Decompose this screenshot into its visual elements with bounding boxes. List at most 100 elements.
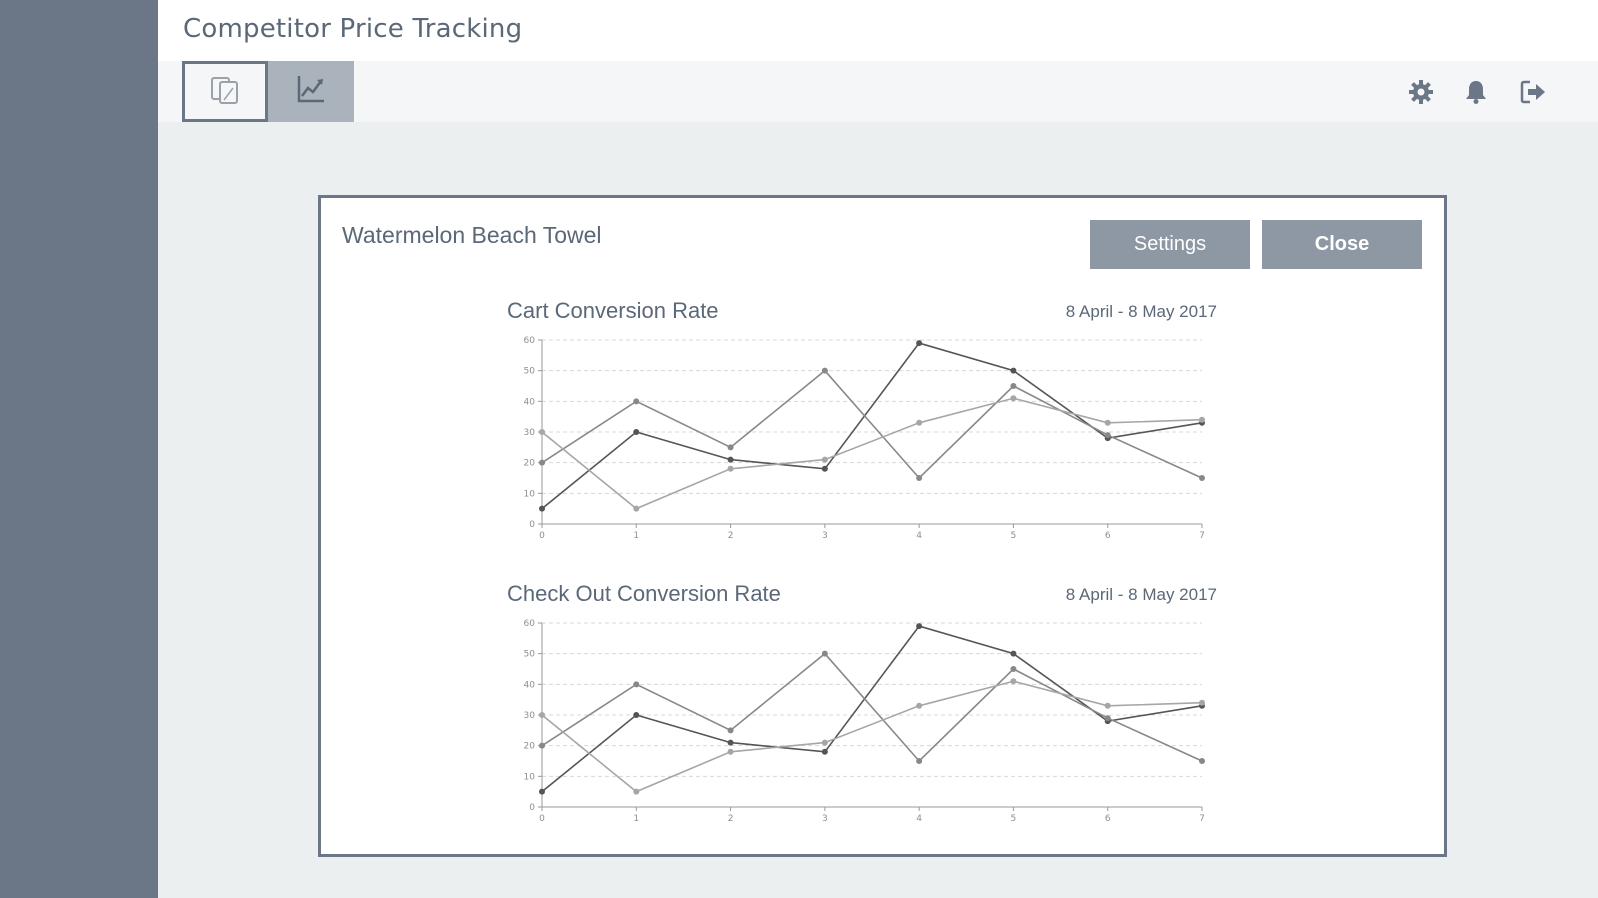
chart-view-button[interactable]	[268, 61, 354, 122]
data-point	[1010, 395, 1017, 402]
series-line-3	[541, 680, 1203, 793]
x-tick-label: 6	[1105, 531, 1111, 541]
y-tick-label: 0	[529, 520, 535, 530]
chart-title: Check Out Conversion Rate	[507, 581, 781, 606]
gear-icon[interactable]	[1406, 77, 1436, 107]
data-point	[1010, 367, 1017, 374]
y-tick-label: 10	[524, 489, 536, 499]
main-area: Competitor Price Tracking	[158, 0, 1598, 898]
data-point	[727, 456, 734, 463]
data-point	[916, 475, 923, 481]
data-point	[539, 742, 545, 749]
x-tick-label: 2	[728, 531, 734, 541]
data-point	[1104, 715, 1111, 722]
data-point	[1010, 383, 1017, 389]
data-point	[539, 429, 545, 435]
data-point	[821, 650, 828, 657]
x-tick-label: 1	[633, 814, 639, 824]
y-tick-label: 30	[524, 428, 536, 438]
product-title: Watermelon Beach Towel	[342, 222, 602, 248]
x-tick-label: 7	[1199, 531, 1205, 541]
data-point	[727, 465, 734, 472]
data-point	[1199, 758, 1205, 764]
series-line-1	[541, 342, 1203, 510]
y-tick-label: 60	[524, 619, 536, 629]
header: Competitor Price Tracking	[158, 0, 1598, 61]
data-point	[1104, 419, 1111, 426]
series-line-2	[541, 369, 1203, 480]
product-detail-modal: Watermelon Beach Towel Settings Close Ca…	[318, 195, 1447, 857]
data-point	[1010, 650, 1017, 657]
y-tick-label: 50	[524, 650, 536, 660]
data-point	[916, 702, 923, 709]
data-point	[916, 340, 923, 347]
data-point	[916, 758, 923, 764]
data-point	[539, 712, 545, 718]
data-point	[1104, 432, 1111, 439]
data-point	[821, 465, 828, 472]
data-point	[821, 739, 828, 746]
data-point	[539, 788, 545, 795]
chart-title: Cart Conversion Rate	[507, 298, 719, 323]
data-point	[821, 748, 828, 755]
data-point	[633, 429, 640, 435]
page-title: Competitor Price Tracking	[183, 14, 523, 44]
x-tick-label: 4	[916, 531, 922, 541]
toolbar	[158, 61, 1598, 122]
copy-icon	[208, 72, 242, 111]
x-tick-label: 7	[1199, 814, 1205, 824]
data-point	[1104, 702, 1111, 709]
data-point	[633, 681, 640, 688]
data-point	[633, 788, 640, 795]
series-line-2	[541, 652, 1203, 763]
x-tick-label: 3	[822, 814, 828, 824]
x-tick-label: 2	[728, 814, 734, 824]
sign-out-icon[interactable]	[1518, 77, 1548, 107]
data-point	[821, 367, 828, 374]
data-point	[1010, 678, 1017, 685]
chart-date-range: 8 April - 8 May 2017	[1065, 302, 1217, 321]
y-tick-label: 10	[524, 772, 536, 782]
data-point	[821, 456, 828, 463]
data-point	[916, 623, 923, 630]
y-tick-label: 40	[524, 397, 536, 407]
data-point	[727, 727, 734, 734]
chart-date-range: 8 April - 8 May 2017	[1065, 585, 1217, 604]
y-tick-label: 0	[529, 803, 535, 813]
x-tick-label: 5	[1011, 814, 1017, 824]
data-point	[633, 398, 640, 405]
bell-icon[interactable]	[1461, 77, 1491, 107]
x-tick-label: 5	[1011, 531, 1017, 541]
data-point	[1199, 475, 1205, 481]
cart-conversion-chart: Cart Conversion Rate 8 April - 8 May 201…	[507, 298, 1217, 558]
y-tick-label: 40	[524, 680, 536, 690]
data-point	[1199, 416, 1205, 423]
data-point	[916, 419, 923, 426]
series-line-3	[541, 397, 1203, 510]
y-tick-label: 60	[524, 336, 536, 346]
checkout-conversion-chart: Check Out Conversion Rate 8 April - 8 Ma…	[507, 581, 1217, 841]
data-point	[727, 739, 734, 746]
x-tick-label: 0	[539, 531, 545, 541]
data-point	[633, 712, 640, 718]
data-point	[1199, 699, 1205, 706]
close-button[interactable]: Close	[1262, 220, 1422, 269]
x-tick-label: 1	[633, 531, 639, 541]
left-sidebar	[0, 0, 158, 898]
series-line-1	[541, 625, 1203, 793]
chart-plot: 0 10 20 30 40 50 60 0 1 2 3 4 5 6 7	[524, 619, 1205, 824]
data-point	[633, 505, 640, 512]
x-tick-label: 4	[916, 814, 922, 824]
data-point	[727, 748, 734, 755]
data-point	[539, 505, 545, 512]
x-tick-label: 3	[822, 531, 828, 541]
chart-plot: 0 10 20 30 40 50 60 0 1 2 3 4 5 6 7	[524, 336, 1205, 541]
y-tick-label: 20	[524, 742, 536, 752]
data-point	[539, 459, 545, 466]
line-chart-icon	[294, 72, 328, 111]
y-tick-label: 20	[524, 459, 536, 469]
compare-view-button[interactable]	[182, 61, 268, 122]
settings-button[interactable]: Settings	[1090, 220, 1250, 269]
y-tick-label: 50	[524, 367, 536, 377]
data-point	[727, 444, 734, 451]
